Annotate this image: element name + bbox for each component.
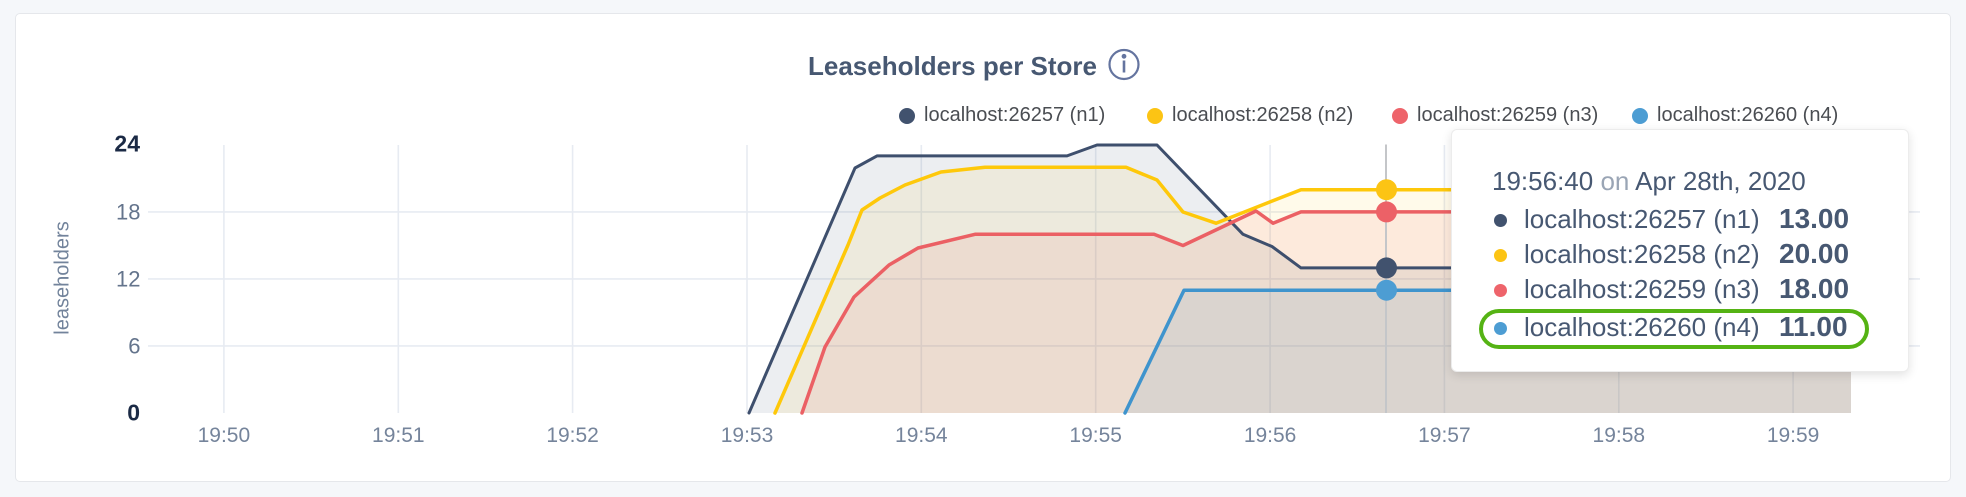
- svg-text:19:52: 19:52: [546, 424, 599, 447]
- svg-text:0: 0: [127, 400, 140, 426]
- svg-text:19:55: 19:55: [1069, 424, 1122, 447]
- svg-text:19:56: 19:56: [1244, 424, 1297, 447]
- svg-text:24: 24: [114, 131, 140, 157]
- svg-text:19:58: 19:58: [1593, 424, 1646, 447]
- svg-text:leaseholders: leaseholders: [52, 221, 74, 334]
- svg-text:19:57: 19:57: [1418, 424, 1471, 447]
- svg-text:19:51: 19:51: [372, 424, 425, 447]
- svg-text:6: 6: [128, 334, 140, 359]
- svg-text:18: 18: [116, 200, 140, 225]
- svg-text:19:50: 19:50: [198, 424, 251, 447]
- svg-text:19:53: 19:53: [721, 424, 774, 447]
- svg-text:19:54: 19:54: [895, 424, 948, 447]
- svg-text:12: 12: [116, 267, 140, 292]
- svg-text:19:59: 19:59: [1767, 424, 1820, 447]
